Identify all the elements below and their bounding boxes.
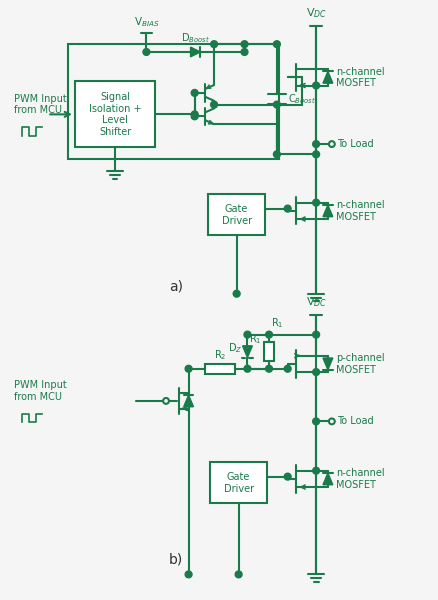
- FancyBboxPatch shape: [205, 364, 235, 374]
- Text: R$_{1}$: R$_{1}$: [271, 316, 283, 330]
- Text: n-channel
MOSFET: n-channel MOSFET: [336, 200, 385, 221]
- Text: D$_{Z}$: D$_{Z}$: [228, 341, 243, 355]
- Text: Signal
Isolation +
Level
Shifter: Signal Isolation + Level Shifter: [89, 92, 141, 137]
- Circle shape: [185, 571, 192, 578]
- Circle shape: [284, 205, 291, 212]
- FancyBboxPatch shape: [208, 194, 265, 235]
- Text: n-channel
MOSFET: n-channel MOSFET: [336, 67, 385, 88]
- Circle shape: [235, 571, 242, 578]
- Circle shape: [244, 331, 251, 338]
- Text: Gate
Driver: Gate Driver: [223, 472, 254, 494]
- Circle shape: [313, 82, 320, 89]
- Circle shape: [191, 89, 198, 97]
- Circle shape: [273, 101, 280, 108]
- Text: PWM Input
from MCU: PWM Input from MCU: [14, 94, 67, 115]
- Text: C$_{Boost}$: C$_{Boost}$: [288, 92, 316, 106]
- Circle shape: [265, 331, 272, 338]
- Circle shape: [185, 365, 192, 372]
- Text: b): b): [169, 553, 183, 566]
- Circle shape: [284, 365, 291, 372]
- Text: n-channel
MOSFET: n-channel MOSFET: [336, 468, 385, 490]
- Text: V$_{BIAS}$: V$_{BIAS}$: [134, 15, 159, 29]
- Circle shape: [313, 368, 320, 376]
- Circle shape: [313, 199, 320, 206]
- Text: V$_{DC}$: V$_{DC}$: [306, 295, 327, 309]
- Text: D$_{Boost}$: D$_{Boost}$: [181, 31, 210, 45]
- Text: Gate
Driver: Gate Driver: [222, 204, 252, 226]
- Circle shape: [313, 140, 320, 148]
- Circle shape: [313, 331, 320, 338]
- Circle shape: [233, 290, 240, 297]
- Polygon shape: [323, 71, 333, 83]
- Circle shape: [313, 151, 320, 158]
- Text: p-channel
MOSFET: p-channel MOSFET: [336, 353, 385, 374]
- Polygon shape: [323, 205, 333, 217]
- Polygon shape: [184, 395, 194, 407]
- Text: a): a): [169, 280, 183, 293]
- Circle shape: [211, 41, 218, 47]
- Text: R$_{1}$: R$_{1}$: [249, 332, 261, 346]
- Polygon shape: [323, 473, 333, 485]
- Text: PWM Input
from MCU: PWM Input from MCU: [14, 380, 67, 402]
- Text: R$_{2}$: R$_{2}$: [214, 348, 226, 362]
- Circle shape: [211, 101, 218, 108]
- Text: V$_{DC}$: V$_{DC}$: [306, 6, 327, 20]
- Circle shape: [241, 49, 248, 55]
- Circle shape: [265, 365, 272, 372]
- Polygon shape: [243, 346, 252, 358]
- Circle shape: [313, 418, 320, 425]
- Polygon shape: [323, 358, 333, 370]
- Polygon shape: [191, 47, 200, 57]
- FancyBboxPatch shape: [210, 463, 267, 503]
- Circle shape: [191, 111, 198, 118]
- Circle shape: [191, 113, 198, 120]
- FancyBboxPatch shape: [75, 81, 155, 148]
- Circle shape: [143, 49, 150, 55]
- Text: To Load: To Load: [337, 416, 373, 427]
- Circle shape: [273, 41, 280, 47]
- Circle shape: [273, 151, 280, 158]
- Circle shape: [244, 365, 251, 372]
- FancyBboxPatch shape: [264, 342, 274, 361]
- Circle shape: [241, 41, 248, 47]
- Circle shape: [284, 473, 291, 480]
- Text: To Load: To Load: [337, 139, 373, 149]
- Circle shape: [313, 467, 320, 474]
